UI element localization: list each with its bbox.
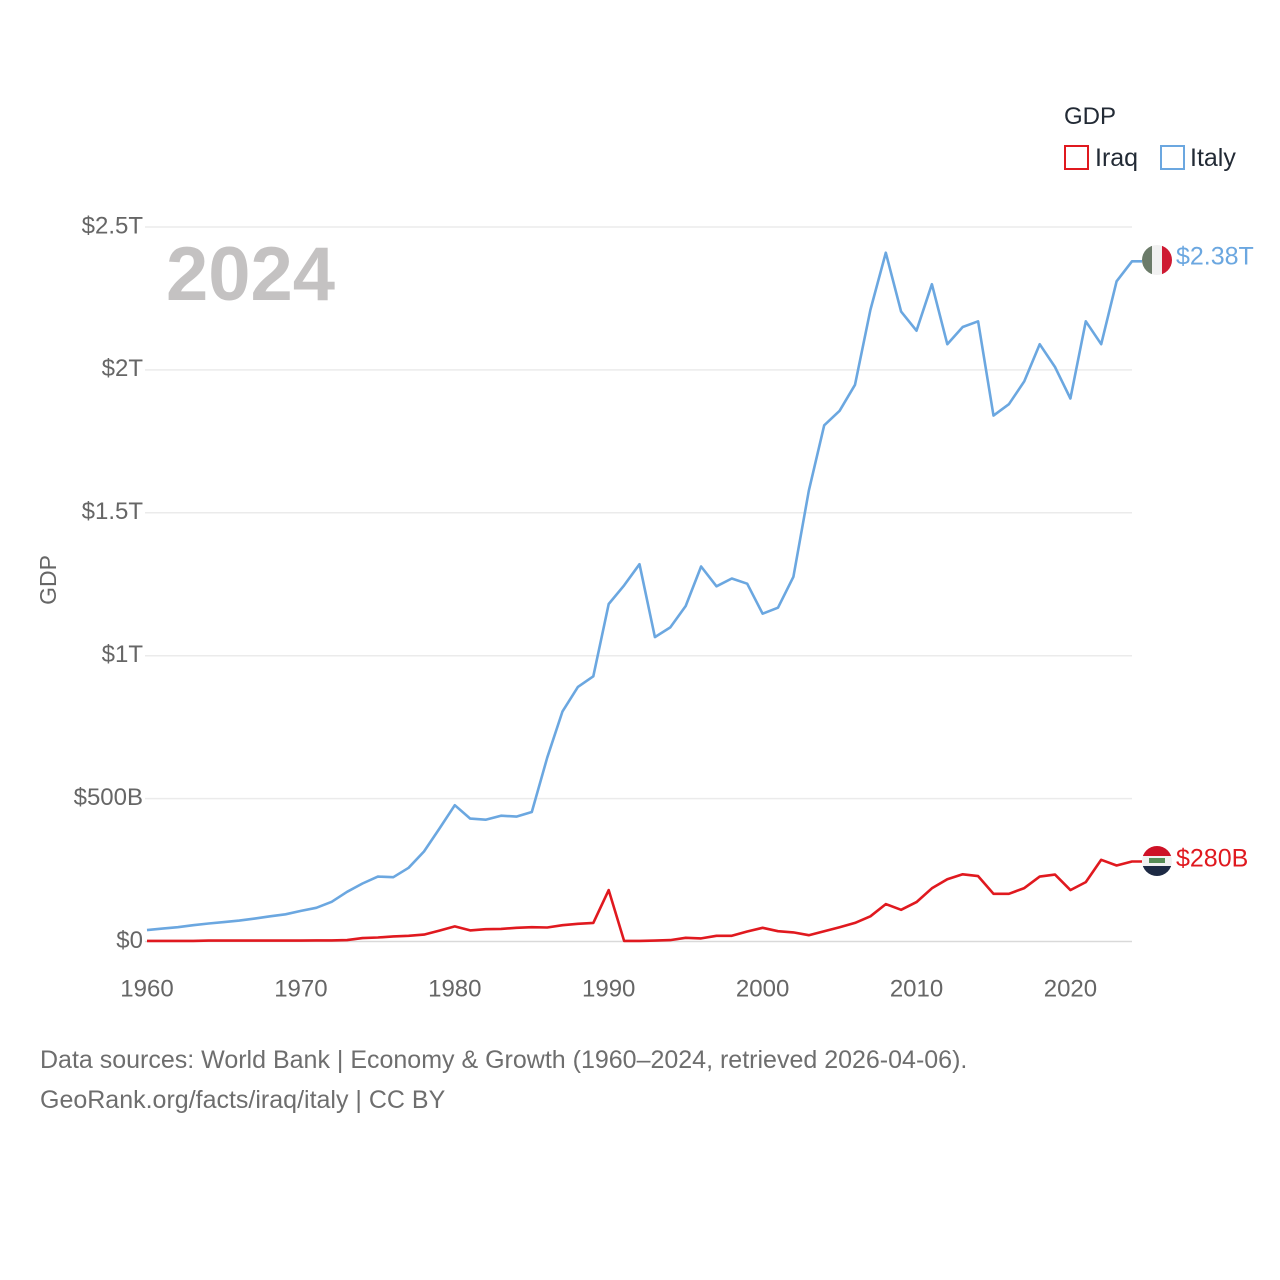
x-axis-ticks: 1960 1970 1980 1990 2000 2010 2020: [120, 975, 1097, 1002]
gdp-line-chart: $0 $500B $1T $1.5T $2T $2.5T 1960 1970 1980 1990…: [35, 103, 1254, 1002]
y-gridlines: [145, 226, 1132, 800]
series-lines: [146, 251, 1142, 943]
y-tick-label: $2.5T: [82, 212, 144, 239]
legend: GDP Iraq Italy: [1064, 103, 1236, 172]
x-tick-label: 1990: [582, 975, 635, 1002]
legend-title: GDP: [1064, 103, 1116, 130]
legend-swatch-italy[interactable]: [1160, 145, 1185, 170]
x-tick-label: 1960: [120, 975, 173, 1002]
x-tick-label: 1970: [274, 975, 327, 1002]
y-tick-label: $500B: [74, 784, 143, 811]
italy-end-value-label: $2.38T: [1176, 243, 1254, 271]
iraq-flag-icon: [1142, 846, 1172, 876]
year-watermark: 2024: [166, 232, 335, 317]
series-line-iraq[interactable]: [147, 858, 1142, 943]
y-tick-label: $2T: [102, 355, 144, 382]
footer-source: Data sources: World Bank | Economy & Gro…: [40, 1040, 1240, 1120]
y-tick-label: $0: [116, 927, 143, 954]
legend-swatch-iraq[interactable]: [1064, 145, 1089, 170]
x-tick-label: 1980: [428, 975, 481, 1002]
italy-flag-icon: [1142, 245, 1172, 275]
legend-label-italy[interactable]: Italy: [1190, 144, 1236, 172]
iraq-end-value-label: $280B: [1176, 845, 1248, 873]
legend-label-iraq[interactable]: Iraq: [1095, 144, 1138, 172]
y-tick-label: $1T: [102, 641, 144, 668]
footer-attribution-line: GeoRank.org/facts/iraq/italy | CC BY: [40, 1086, 446, 1114]
y-tick-label: $1.5T: [82, 498, 144, 525]
x-tick-label: 2020: [1044, 975, 1097, 1002]
y-axis-ticks: $0 $500B $1T $1.5T $2T $2.5T: [74, 212, 144, 954]
x-tick-label: 2010: [890, 975, 943, 1002]
series-line-italy[interactable]: [146, 251, 1142, 932]
footer-sources-line: Data sources: World Bank | Economy & Gro…: [40, 1046, 968, 1074]
x-tick-label: 2000: [736, 975, 789, 1002]
y-axis-label: GDP: [35, 555, 61, 605]
